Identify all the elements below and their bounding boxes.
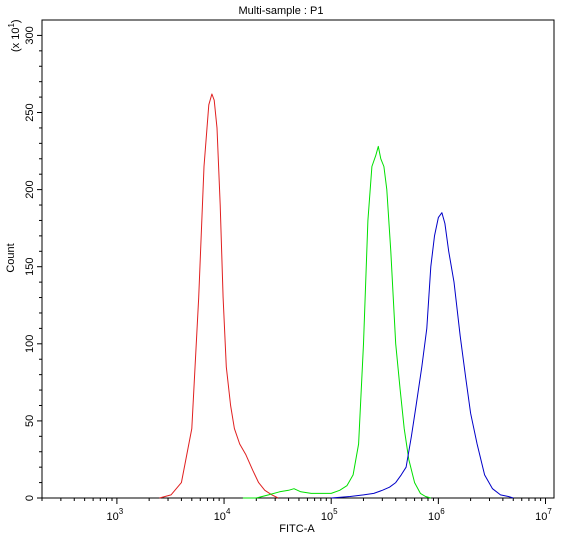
y-tick-label: 150 <box>24 258 36 276</box>
series-layer <box>159 93 514 499</box>
x-axis-title: FITC-A <box>279 523 315 535</box>
y-tick-label: 100 <box>24 335 36 353</box>
svg-text:(x 101): (x 101) <box>7 19 22 52</box>
y-tick-label: 50 <box>24 415 36 427</box>
x-tick-label: 103 <box>107 507 124 523</box>
x-axis: 103 104 105 106 107 <box>41 498 552 523</box>
y-multiplier-exponent: 1 <box>7 23 16 28</box>
x-tick-label: 106 <box>428 507 445 523</box>
x-tick-label: 105 <box>321 507 338 523</box>
x-tick-label: 104 <box>214 507 231 523</box>
y-multiplier-label: (x 101) <box>7 19 22 52</box>
x-tick-label: 107 <box>535 507 552 523</box>
y-tick-label: 0 <box>24 495 36 501</box>
series-line-2 <box>242 145 431 499</box>
series-line-1 <box>159 93 279 499</box>
plot-frame <box>41 19 555 499</box>
y-tick-label: 300 <box>24 26 36 44</box>
series-line-3 <box>331 212 514 499</box>
y-tick-label: 250 <box>24 103 36 121</box>
y-multiplier-suffix: ) <box>10 19 22 23</box>
y-axis-title: Count <box>5 243 17 272</box>
y-tick-label: 200 <box>24 180 36 198</box>
y-multiplier-prefix: (x 10 <box>10 28 22 52</box>
y-axis: 0 50 100 150 200 250 300 <box>24 26 42 501</box>
chart-title: Multi-sample : P1 <box>239 5 324 17</box>
